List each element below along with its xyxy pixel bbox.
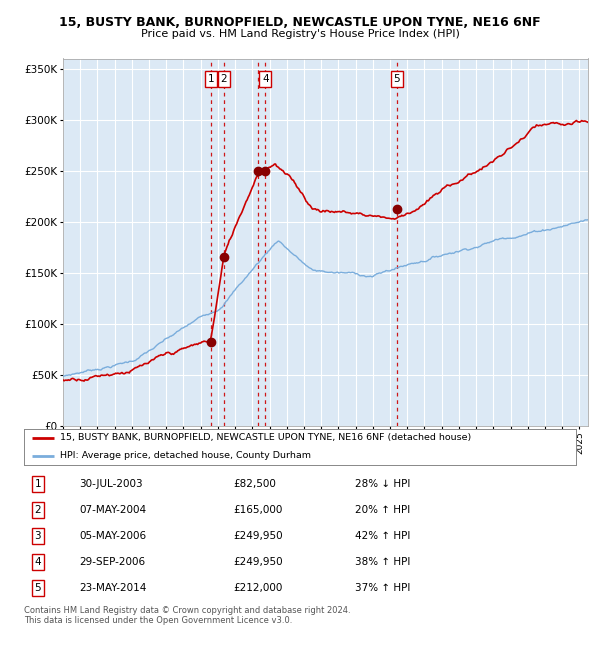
Text: 29-SEP-2006: 29-SEP-2006 (79, 557, 145, 567)
Text: 05-MAY-2006: 05-MAY-2006 (79, 531, 146, 541)
Text: 15, BUSTY BANK, BURNOPFIELD, NEWCASTLE UPON TYNE, NE16 6NF: 15, BUSTY BANK, BURNOPFIELD, NEWCASTLE U… (59, 16, 541, 29)
Text: 2: 2 (221, 74, 227, 84)
Text: This data is licensed under the Open Government Licence v3.0.: This data is licensed under the Open Gov… (24, 616, 292, 625)
Text: 5: 5 (394, 74, 400, 84)
Text: 2: 2 (34, 505, 41, 515)
Text: Contains HM Land Registry data © Crown copyright and database right 2024.: Contains HM Land Registry data © Crown c… (24, 606, 350, 615)
Text: £212,000: £212,000 (234, 583, 283, 593)
Text: 4: 4 (34, 557, 41, 567)
Text: 1: 1 (34, 479, 41, 489)
Text: 28% ↓ HPI: 28% ↓ HPI (355, 479, 410, 489)
Text: 42% ↑ HPI: 42% ↑ HPI (355, 531, 410, 541)
Text: 37% ↑ HPI: 37% ↑ HPI (355, 583, 410, 593)
Text: 15, BUSTY BANK, BURNOPFIELD, NEWCASTLE UPON TYNE, NE16 6NF (detached house): 15, BUSTY BANK, BURNOPFIELD, NEWCASTLE U… (60, 434, 471, 443)
Text: 30-JUL-2003: 30-JUL-2003 (79, 479, 143, 489)
Text: 3: 3 (34, 531, 41, 541)
Text: 38% ↑ HPI: 38% ↑ HPI (355, 557, 410, 567)
Text: £82,500: £82,500 (234, 479, 277, 489)
Text: HPI: Average price, detached house, County Durham: HPI: Average price, detached house, Coun… (60, 451, 311, 460)
Text: 20% ↑ HPI: 20% ↑ HPI (355, 505, 410, 515)
Text: 07-MAY-2004: 07-MAY-2004 (79, 505, 146, 515)
Text: £249,950: £249,950 (234, 531, 283, 541)
Text: Price paid vs. HM Land Registry's House Price Index (HPI): Price paid vs. HM Land Registry's House … (140, 29, 460, 39)
Text: 1: 1 (208, 74, 214, 84)
Text: 4: 4 (262, 74, 269, 84)
Text: £165,000: £165,000 (234, 505, 283, 515)
Text: 5: 5 (34, 583, 41, 593)
Text: 23-MAY-2014: 23-MAY-2014 (79, 583, 146, 593)
Text: £249,950: £249,950 (234, 557, 283, 567)
